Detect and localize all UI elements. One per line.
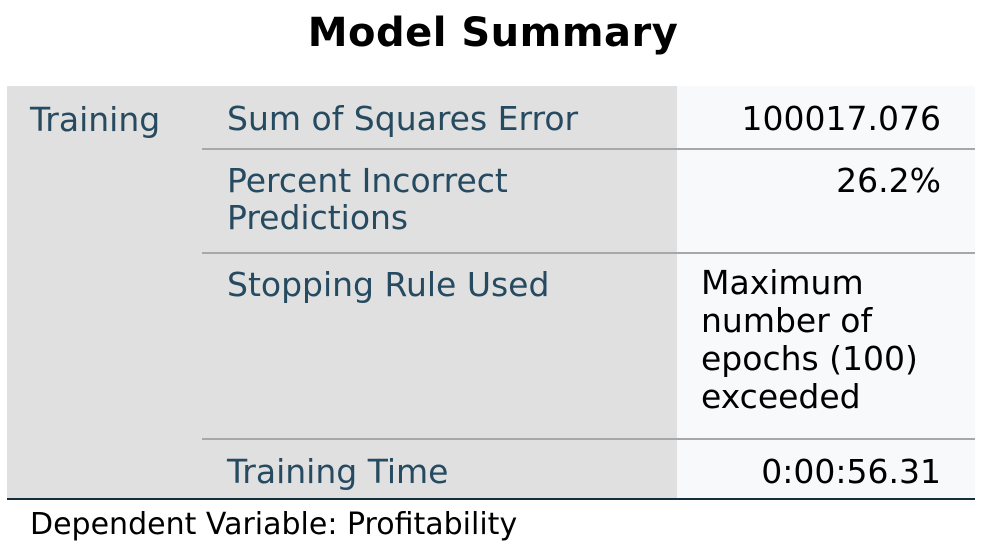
- row-divider: [202, 438, 975, 440]
- row-label-training-time: Training Time: [227, 452, 449, 491]
- table-title: Model Summary: [307, 10, 679, 56]
- row-value-stopping-rule-used: Maximum number of epochs (100) exceeded: [701, 263, 918, 416]
- row-divider: [202, 148, 975, 150]
- row-label-sum-of-squares-error: Sum of Squares Error: [227, 99, 579, 138]
- row-label-stopping-rule-used: Stopping Rule Used: [227, 265, 550, 304]
- group-column: Training: [7, 86, 202, 500]
- row-value-percent-incorrect-predictions: 26.2%: [836, 161, 941, 200]
- row-label-percent-incorrect-predictions: Percent Incorrect Predictions: [227, 161, 508, 237]
- row-value-sum-of-squares-error: 100017.076: [741, 99, 941, 138]
- label-column: [202, 86, 677, 500]
- row-divider: [202, 252, 975, 254]
- value-column: [677, 86, 975, 500]
- group-label-training: Training: [30, 100, 161, 139]
- row-value-training-time: 0:00:56.31: [761, 452, 941, 491]
- model-summary-table: Training Sum of Squares Error 100017.076…: [7, 86, 975, 500]
- table-footnote: Dependent Variable: Profitability: [30, 507, 518, 542]
- table-bottom-rule: [7, 498, 975, 500]
